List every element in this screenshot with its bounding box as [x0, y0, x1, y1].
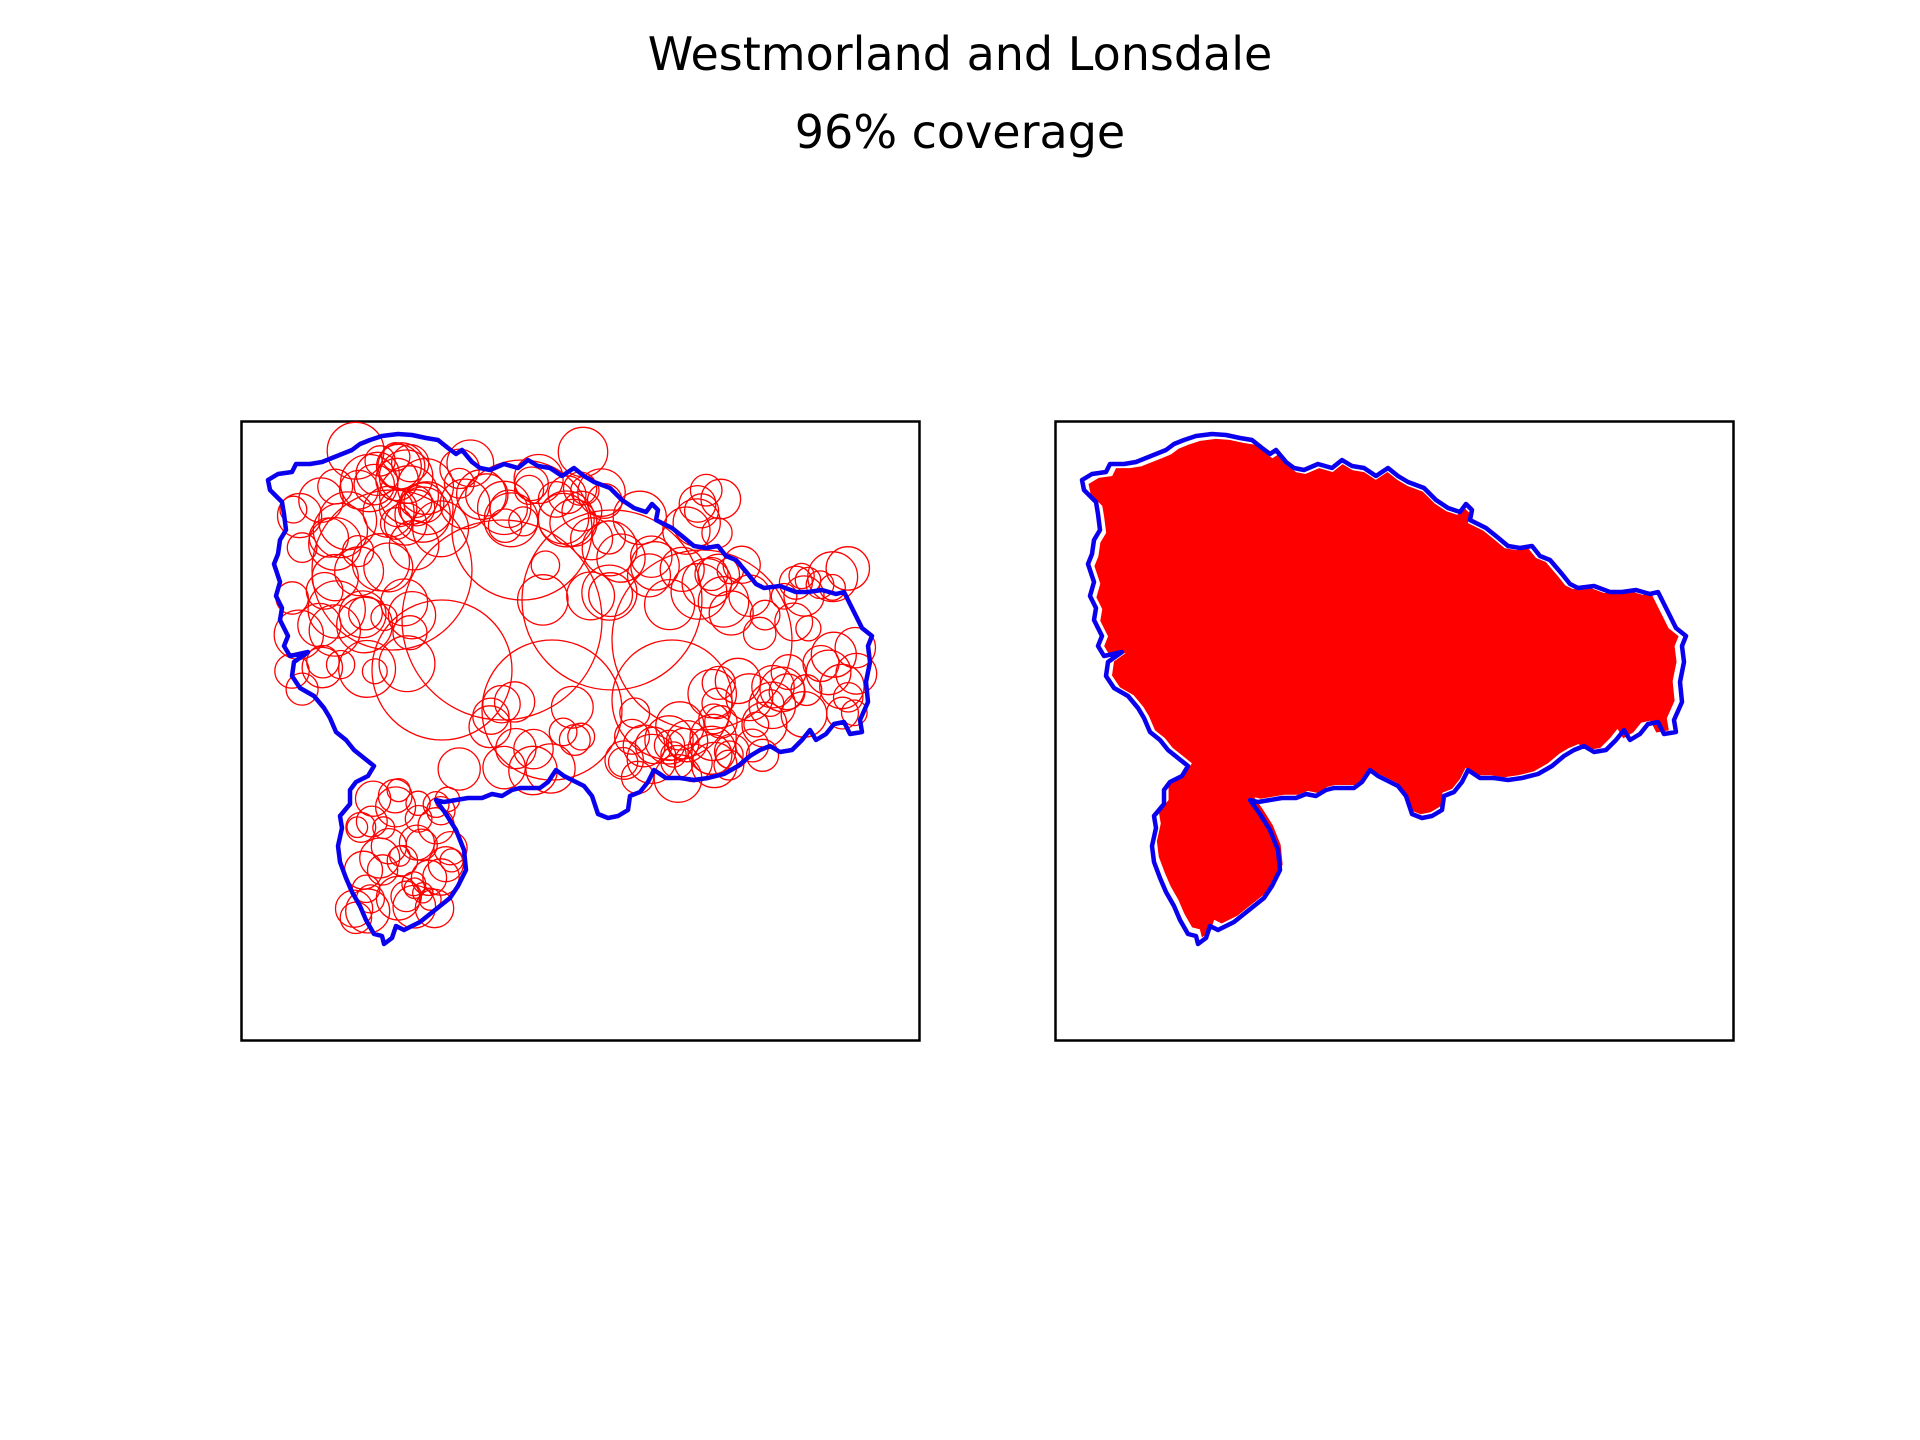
- left-axes-frame: [242, 422, 920, 1041]
- circle-cover-panel: [242, 422, 920, 1041]
- filled-cover-panel: [1056, 422, 1734, 1041]
